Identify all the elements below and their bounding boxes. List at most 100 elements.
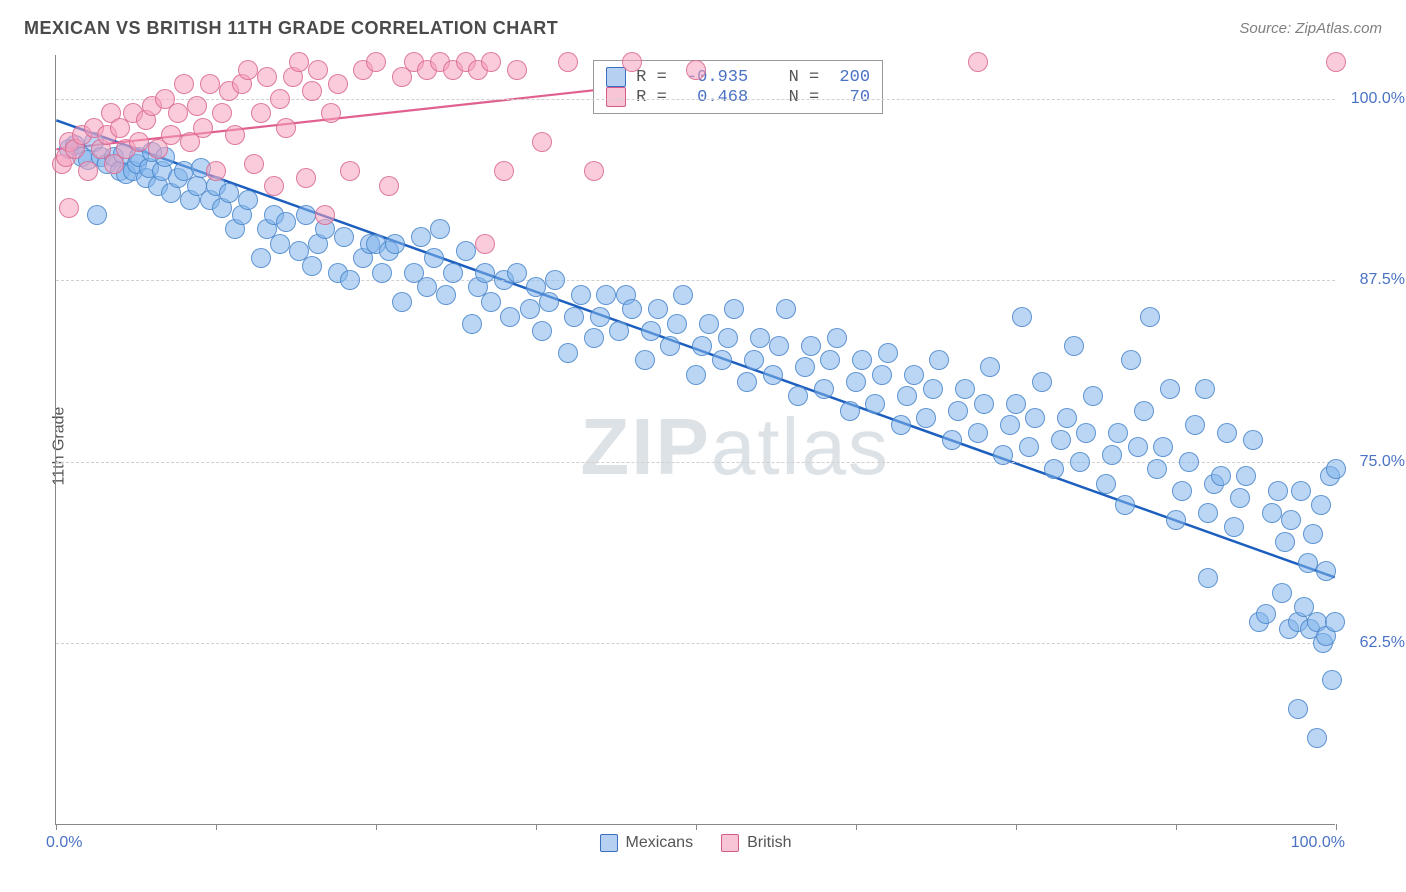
data-point xyxy=(385,234,405,254)
data-point xyxy=(1083,386,1103,406)
data-point xyxy=(443,263,463,283)
data-point xyxy=(1076,423,1096,443)
x-tick-mark xyxy=(1176,824,1177,830)
data-point xyxy=(968,52,988,72)
data-point xyxy=(161,125,181,145)
data-point xyxy=(129,132,149,152)
gridline xyxy=(56,280,1335,281)
data-point xyxy=(411,227,431,247)
data-point xyxy=(462,314,482,334)
data-point xyxy=(584,161,604,181)
data-point xyxy=(923,379,943,399)
data-point xyxy=(769,336,789,356)
data-point xyxy=(456,241,476,261)
data-point xyxy=(244,154,264,174)
data-point xyxy=(1185,415,1205,435)
data-point xyxy=(481,52,501,72)
data-point xyxy=(648,299,668,319)
data-point xyxy=(87,205,107,225)
data-point xyxy=(1006,394,1026,414)
legend-bottom: Mexicans British xyxy=(599,834,791,852)
data-point xyxy=(718,328,738,348)
data-point xyxy=(878,343,898,363)
swatch-blue-icon xyxy=(606,67,626,87)
data-point xyxy=(788,386,808,406)
data-point xyxy=(641,321,661,341)
data-point xyxy=(584,328,604,348)
data-point xyxy=(840,401,860,421)
data-point xyxy=(1224,517,1244,537)
data-point xyxy=(328,74,348,94)
data-point xyxy=(1325,612,1345,632)
data-point xyxy=(1307,728,1327,748)
data-point xyxy=(744,350,764,370)
n-label: N = xyxy=(789,68,830,87)
data-point xyxy=(379,176,399,196)
x-tick-mark xyxy=(536,824,537,830)
data-point xyxy=(929,350,949,370)
data-point xyxy=(481,292,501,312)
data-point xyxy=(1198,568,1218,588)
legend-item-mexicans: Mexicans xyxy=(599,834,693,852)
data-point xyxy=(212,103,232,123)
data-point xyxy=(168,103,188,123)
data-point xyxy=(270,234,290,254)
data-point xyxy=(200,74,220,94)
data-point xyxy=(334,227,354,247)
data-point xyxy=(968,423,988,443)
data-point xyxy=(1044,459,1064,479)
data-point xyxy=(340,270,360,290)
data-point xyxy=(673,285,693,305)
data-point xyxy=(814,379,834,399)
data-point xyxy=(1134,401,1154,421)
data-point xyxy=(206,161,226,181)
data-point xyxy=(1288,699,1308,719)
data-point xyxy=(1198,503,1218,523)
data-point xyxy=(59,198,79,218)
source-credit: Source: ZipAtlas.com xyxy=(1239,20,1382,37)
data-point xyxy=(340,161,360,181)
data-point xyxy=(1311,495,1331,515)
data-point xyxy=(270,89,290,109)
data-point xyxy=(1096,474,1116,494)
data-point xyxy=(539,292,559,312)
data-point xyxy=(276,118,296,138)
data-point xyxy=(686,365,706,385)
data-point xyxy=(667,314,687,334)
gridline xyxy=(56,99,1335,100)
data-point xyxy=(622,52,642,72)
swatch-pink-icon xyxy=(721,834,739,852)
data-point xyxy=(763,365,783,385)
data-point xyxy=(532,132,552,152)
data-point xyxy=(955,379,975,399)
data-point xyxy=(795,357,815,377)
x-axis-max-label: 100.0% xyxy=(1291,834,1345,852)
data-point xyxy=(1262,503,1282,523)
data-point xyxy=(1032,372,1052,392)
legend-label-1: Mexicans xyxy=(625,834,693,852)
data-point xyxy=(507,60,527,80)
data-point xyxy=(78,161,98,181)
data-point xyxy=(686,60,706,80)
data-point xyxy=(891,415,911,435)
y-tick-label: 75.0% xyxy=(1360,453,1405,471)
chart-title: MEXICAN VS BRITISH 11TH GRADE CORRELATIO… xyxy=(24,18,558,39)
data-point xyxy=(1326,52,1346,72)
data-point xyxy=(417,277,437,297)
x-tick-mark xyxy=(1016,824,1017,830)
x-tick-mark xyxy=(1336,824,1337,830)
data-point xyxy=(302,256,322,276)
data-point xyxy=(692,336,712,356)
data-point xyxy=(1291,481,1311,501)
data-point xyxy=(801,336,821,356)
swatch-pink-icon xyxy=(606,87,626,107)
data-point xyxy=(264,176,284,196)
data-point xyxy=(1236,466,1256,486)
source-link[interactable]: ZipAtlas.com xyxy=(1295,20,1382,37)
data-point xyxy=(1064,336,1084,356)
data-point xyxy=(238,190,258,210)
data-point xyxy=(1275,532,1295,552)
data-point xyxy=(289,52,309,72)
chart-container: MEXICAN VS BRITISH 11TH GRADE CORRELATIO… xyxy=(0,0,1406,892)
data-point xyxy=(475,263,495,283)
